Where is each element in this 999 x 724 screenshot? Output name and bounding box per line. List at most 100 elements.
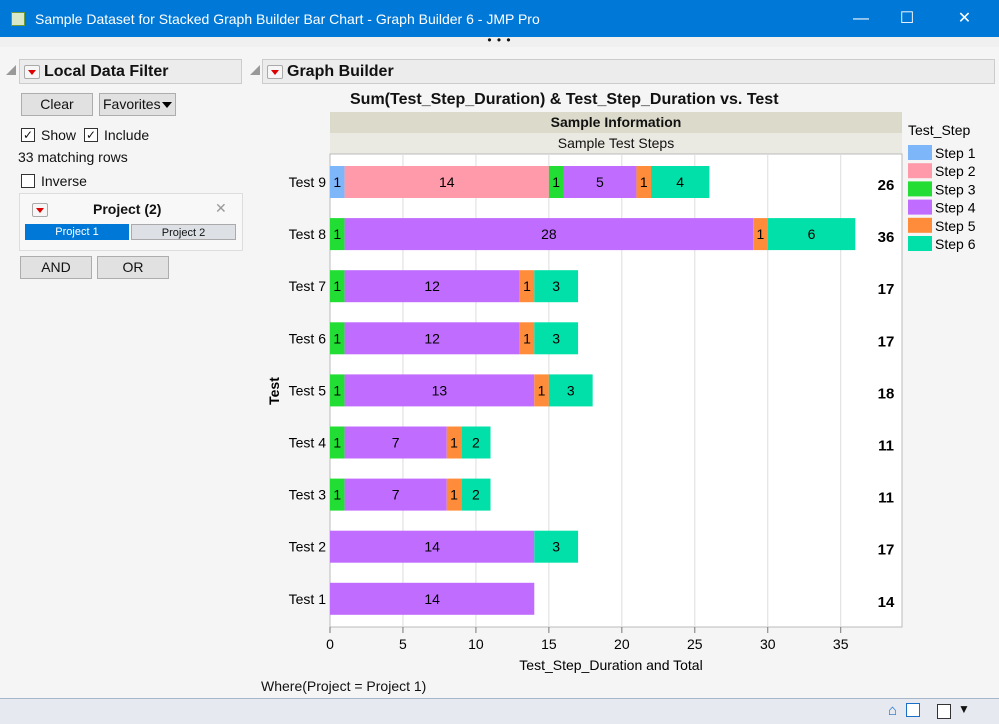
home-icon[interactable]: ⌂ xyxy=(888,702,898,719)
bar-value-label: 1 xyxy=(333,435,341,451)
bar-segment-step-4 xyxy=(344,478,447,511)
total-label: 11 xyxy=(878,438,894,455)
bar-value-label: 1 xyxy=(552,174,560,190)
bar-value-label: 1 xyxy=(333,487,341,503)
bar-value-label: 4 xyxy=(676,174,684,190)
x-tick-label: 10 xyxy=(468,636,484,652)
bar-value-label: 1 xyxy=(333,330,341,346)
y-tick-label: Test 4 xyxy=(289,435,327,451)
graph-builder-header: Graph Builder xyxy=(262,59,995,84)
close-icon[interactable]: ✕ xyxy=(215,200,227,216)
total-label: 36 xyxy=(878,229,895,246)
bar-value-label: 3 xyxy=(552,278,560,294)
bar-segment-step-4 xyxy=(344,322,520,355)
window-title: Sample Dataset for Stacked Graph Builder… xyxy=(35,10,540,27)
chart-title: Sum(Test_Step_Duration) & Test_Step_Dura… xyxy=(350,91,779,108)
bar-segment-step-6 xyxy=(461,478,491,511)
bar-segment-step-5 xyxy=(519,322,535,355)
bar-value-label: 28 xyxy=(541,226,557,242)
y-tick-label: Test 3 xyxy=(289,487,327,503)
where-clause: Where(Project = Project 1) xyxy=(261,678,427,694)
group-header: Sample Information xyxy=(330,112,902,133)
bar-value-label: 2 xyxy=(472,435,480,451)
legend-item: Step 2 xyxy=(935,163,976,179)
bar-segment-step-5 xyxy=(753,218,768,251)
level-project-1[interactable]: Project 1 xyxy=(25,224,129,240)
more-handle[interactable]: • • • xyxy=(0,34,999,47)
bar-value-label: 6 xyxy=(808,226,816,242)
bar-segment-step-3 xyxy=(330,270,345,303)
table-icon[interactable] xyxy=(906,703,920,717)
red-triangle-menu-icon[interactable] xyxy=(267,64,283,79)
project-filter: Project (2) ✕ Project 1 Project 2 xyxy=(19,193,243,251)
bar-segment-step-3 xyxy=(548,166,564,198)
bar-value-label: 1 xyxy=(333,278,341,294)
bar-segment-step-1 xyxy=(330,166,345,198)
bar-value-label: 3 xyxy=(567,382,575,398)
bar-value-label: 1 xyxy=(333,382,341,398)
minimize-button[interactable]: — xyxy=(853,10,869,27)
bar-value-label: 1 xyxy=(523,278,531,294)
bar-value-label: 1 xyxy=(333,174,341,190)
inverse-label: Inverse xyxy=(41,173,87,189)
total-label: 18 xyxy=(878,385,895,402)
bar-segment-step-4 xyxy=(563,166,637,198)
legend-title: Test_Step xyxy=(908,122,970,138)
red-triangle-menu-icon[interactable] xyxy=(32,203,48,217)
bar-segment-step-2 xyxy=(344,166,549,198)
x-tick-label: 25 xyxy=(687,636,703,652)
legend-swatch xyxy=(908,163,932,179)
red-triangle-menu-icon[interactable] xyxy=(24,64,40,79)
selection-box-icon[interactable] xyxy=(937,704,951,719)
close-button[interactable]: ✕ xyxy=(957,10,972,27)
total-label: 26 xyxy=(878,177,895,194)
show-checkbox[interactable]: ✓ Show xyxy=(21,127,76,143)
bar-segment-step-3 xyxy=(330,426,345,459)
bar-segment-step-4 xyxy=(344,270,520,303)
bar-value-label: 12 xyxy=(424,278,440,294)
bar-value-label: 5 xyxy=(596,174,604,190)
maximize-button[interactable]: ☐ xyxy=(899,10,915,27)
title-bar: Sample Dataset for Stacked Graph Builder… xyxy=(0,0,999,37)
disclosure-icon[interactable] xyxy=(6,65,16,75)
bar-value-label: 1 xyxy=(757,226,765,242)
inverse-checkbox[interactable]: Inverse xyxy=(21,173,87,189)
clear-button[interactable]: Clear xyxy=(21,93,93,116)
legend-item: Step 4 xyxy=(935,200,976,216)
total-label: 17 xyxy=(878,333,895,350)
bar-value-label: 1 xyxy=(523,330,531,346)
bar-segment-step-3 xyxy=(330,374,345,407)
bar-segment-step-5 xyxy=(534,374,549,407)
bar-segment-step-4 xyxy=(344,374,535,407)
local-data-filter-header: Local Data Filter xyxy=(19,59,242,84)
total-label: 14 xyxy=(878,594,895,611)
y-tick-label: Test 7 xyxy=(289,278,327,294)
y-tick-label: Test 8 xyxy=(289,226,327,242)
or-button[interactable]: OR xyxy=(97,256,169,279)
graph-builder-title: Graph Builder xyxy=(287,62,394,80)
bar-segment-step-3 xyxy=(330,478,345,511)
bar-segment-step-6 xyxy=(534,530,579,563)
bar-segment-step-4 xyxy=(344,426,447,459)
chevron-down-icon[interactable]: ▼ xyxy=(958,702,970,716)
bar-value-label: 13 xyxy=(432,382,448,398)
bar-value-label: 1 xyxy=(333,226,341,242)
bar-value-label: 2 xyxy=(472,487,480,503)
favorites-dropdown[interactable]: Favorites xyxy=(99,93,176,116)
include-checkbox[interactable]: ✓ Include xyxy=(84,127,149,143)
bar-value-label: 1 xyxy=(538,382,546,398)
disclosure-icon[interactable] xyxy=(250,65,260,75)
legend-swatch xyxy=(908,181,932,197)
bar-value-label: 1 xyxy=(450,435,458,451)
legend-swatch xyxy=(908,199,932,215)
bar-segment-step-4 xyxy=(330,582,535,615)
bar-segment-step-4 xyxy=(344,218,754,251)
bar-segment-step-6 xyxy=(767,218,856,251)
and-button[interactable]: AND xyxy=(20,256,92,279)
y-tick-label: Test 9 xyxy=(289,174,327,190)
status-bar: ⌂ ▼ xyxy=(0,698,999,724)
check-icon: ✓ xyxy=(84,128,98,142)
level-project-2[interactable]: Project 2 xyxy=(131,224,236,240)
total-label: 17 xyxy=(878,542,895,559)
